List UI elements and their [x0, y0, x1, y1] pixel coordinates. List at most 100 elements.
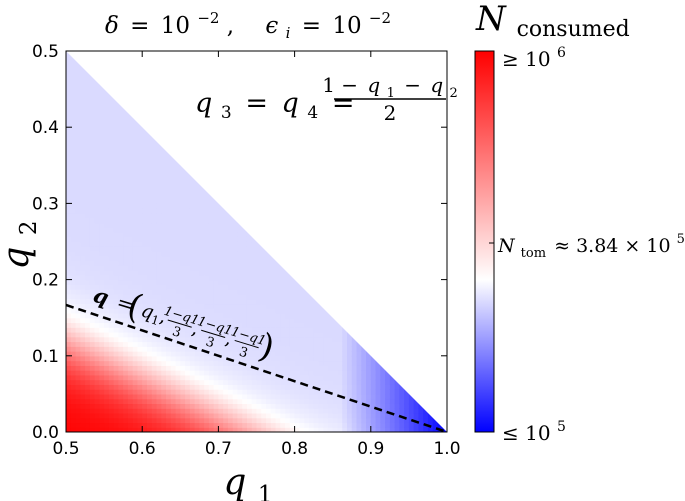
heatmap-cell	[232, 398, 239, 405]
heatmap-cell	[175, 222, 181, 228]
heatmap-cell	[208, 303, 215, 309]
heatmap-cell	[108, 322, 115, 328]
heatmap-cell	[299, 351, 305, 357]
heatmap-cell	[232, 351, 239, 357]
heatmap-cell	[66, 255, 72, 262]
heatmap-cell	[89, 365, 96, 371]
heatmap-cell	[66, 212, 72, 219]
heatmap-cell	[180, 427, 186, 432]
heatmap-cell	[413, 408, 420, 414]
heatmap-cell	[132, 374, 139, 381]
heatmap-cell	[189, 408, 196, 414]
heatmap-cell	[199, 203, 205, 209]
heatmap-cell	[232, 255, 239, 262]
heatmap-cell	[208, 217, 215, 224]
heatmap-cell	[180, 203, 186, 209]
heatmap-cell	[113, 222, 119, 228]
heatmap-cell	[180, 398, 186, 405]
heatmap-cell	[194, 408, 200, 414]
heatmap-cell	[180, 374, 186, 381]
heatmap-cell	[137, 270, 143, 276]
heatmap-cell	[75, 179, 81, 185]
heatmap-cell	[313, 336, 320, 343]
heatmap-cell	[346, 422, 353, 428]
heatmap-cell	[213, 417, 219, 424]
heatmap-cell	[270, 284, 277, 290]
heatmap-cell	[194, 389, 200, 395]
heatmap-cell	[342, 360, 348, 366]
heatmap-cell	[380, 412, 386, 419]
heatmap-cell	[108, 146, 115, 152]
heatmap-cell	[318, 389, 324, 395]
heatmap-cell	[180, 384, 186, 390]
heatmap-cell	[227, 365, 234, 371]
heatmap-cell	[104, 198, 110, 204]
heatmap-cell	[118, 284, 124, 290]
heatmap-cell	[99, 289, 105, 295]
heatmap-cell	[208, 246, 215, 252]
heatmap-cell	[246, 341, 253, 347]
heatmap-cell	[75, 274, 81, 281]
heatmap-cell	[99, 108, 105, 114]
heatmap-cell	[204, 260, 210, 266]
heatmap-cell	[123, 303, 129, 309]
heatmap-cell	[218, 241, 224, 247]
heatmap-cell	[80, 127, 86, 133]
heatmap-cell	[66, 246, 72, 252]
heatmap-cell	[151, 246, 158, 252]
heatmap-cell	[289, 298, 296, 305]
heatmap-cell	[166, 260, 172, 266]
heatmap-cell	[223, 370, 229, 376]
heatmap-cell	[127, 374, 134, 381]
heatmap-cell	[375, 417, 381, 424]
heatmap-cell	[204, 360, 210, 366]
heatmap-cell	[332, 389, 339, 395]
heatmap-cell	[418, 408, 424, 414]
heatmap-cell	[370, 379, 377, 385]
heatmap-cell	[137, 160, 143, 166]
heatmap-cell	[246, 379, 253, 385]
heatmap-cell	[199, 265, 205, 271]
heatmap-cell	[104, 122, 110, 128]
heatmap-cell	[304, 322, 310, 328]
heatmap-cell	[318, 422, 324, 428]
heatmap-cell	[108, 346, 115, 352]
heatmap-cell	[94, 308, 100, 314]
heatmap-cell	[242, 255, 248, 262]
heatmap-cell	[80, 141, 86, 147]
heatmap-cell	[394, 422, 400, 428]
heatmap-cell	[218, 422, 224, 428]
heatmap-cell	[123, 346, 129, 352]
heatmap-cell	[123, 351, 129, 357]
heatmap-cell	[85, 293, 91, 300]
heatmap-cell	[366, 427, 372, 432]
heatmap-cell	[175, 179, 181, 185]
heatmap-cell	[170, 422, 177, 428]
heatmap-cell	[294, 351, 300, 357]
heatmap-cell	[151, 174, 158, 181]
heatmap-cell	[89, 317, 96, 324]
heatmap-cell	[80, 89, 86, 95]
colorbar-label: N consumed	[475, 0, 630, 42]
heatmap-cell	[89, 412, 96, 419]
heatmap-cell	[75, 141, 81, 147]
heatmap-cell	[99, 155, 105, 162]
heatmap-cell	[166, 193, 172, 200]
heatmap-cell	[351, 341, 358, 347]
heatmap-cell	[194, 289, 200, 295]
heatmap-cell	[75, 241, 81, 247]
heatmap-cell	[256, 389, 262, 395]
heatmap-cell	[208, 360, 215, 366]
heatmap-cell	[137, 198, 143, 204]
heatmap-cell	[246, 317, 253, 324]
heatmap-cell	[185, 212, 191, 219]
heatmap-cell	[375, 379, 381, 385]
heatmap-cell	[251, 351, 258, 357]
heatmap-cell	[246, 403, 253, 409]
heatmap-cell	[370, 398, 377, 405]
heatmap-cell	[375, 398, 381, 405]
heatmap-cell	[108, 236, 115, 243]
heatmap-cell	[185, 227, 191, 233]
heatmap-cell	[251, 270, 258, 276]
heatmap-cell	[161, 193, 167, 200]
